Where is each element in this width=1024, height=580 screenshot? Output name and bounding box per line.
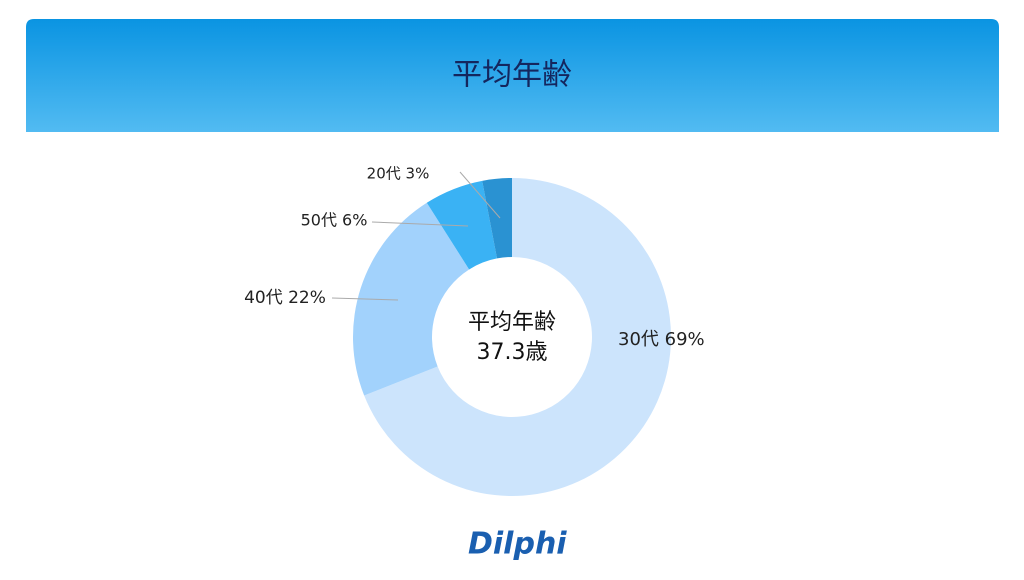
donut-segment <box>482 178 512 259</box>
center-label: 37.3歳 <box>477 340 548 365</box>
donut-segment <box>426 180 498 270</box>
center-label: 平均年齢 <box>468 310 556 335</box>
donut-chart: 30代 69% 40代 22% 50代 6% 20代 3% 平均年齢 37.3歳 <box>244 165 705 496</box>
donut-segment <box>364 178 672 496</box>
leader-line <box>459 171 501 219</box>
leader-line <box>371 221 469 227</box>
header-band <box>26 19 999 132</box>
logo: Dilphi <box>468 527 567 562</box>
leader-line <box>331 297 399 301</box>
header-title: 平均年齢 <box>452 58 572 93</box>
donut-segment <box>352 202 470 396</box>
data-label: 20代 3% <box>367 165 430 183</box>
data-label: 40代 22% <box>244 288 326 308</box>
data-label: 50代 6% <box>301 211 368 230</box>
data-label: 30代 69% <box>618 329 705 350</box>
